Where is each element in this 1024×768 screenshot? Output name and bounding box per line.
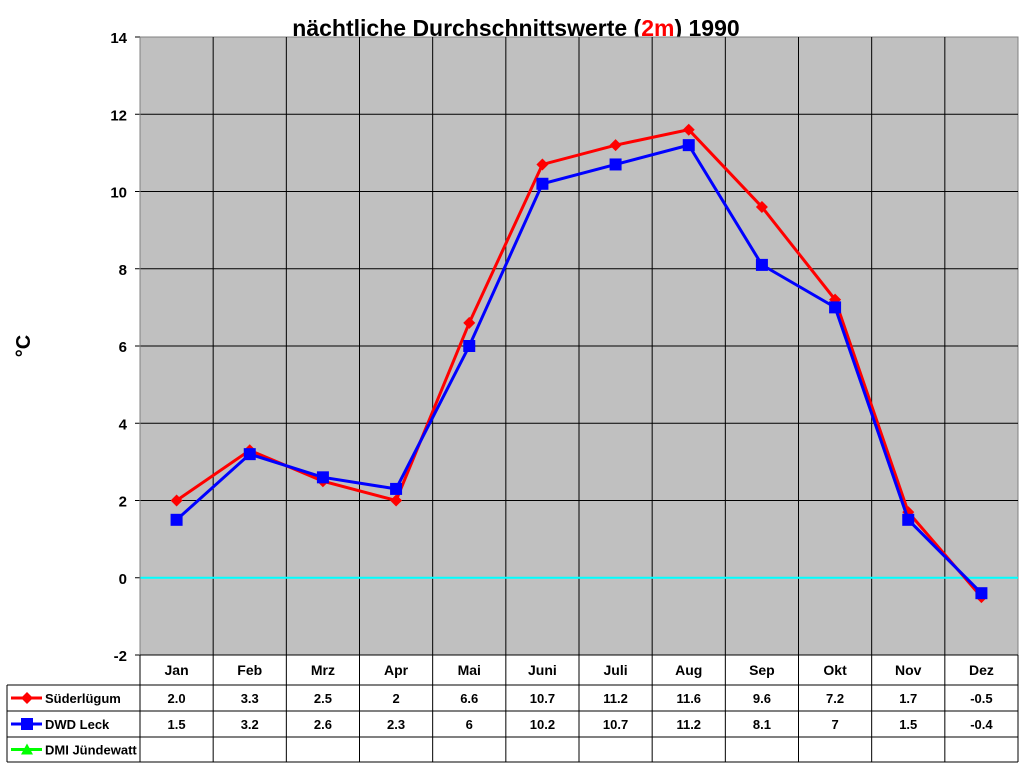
x-tick-label: Nov	[895, 662, 922, 678]
x-tick-label: Apr	[384, 662, 409, 678]
x-tick-label: Mai	[458, 662, 481, 678]
table-cell-value: 3.2	[241, 717, 259, 732]
legend-label: DWD Leck	[45, 717, 110, 732]
data-point	[390, 482, 403, 495]
x-tick-label: Sep	[749, 662, 775, 678]
data-point	[609, 139, 622, 152]
legend-label: Süderlügum	[45, 691, 121, 706]
data-point	[829, 301, 842, 314]
data-point	[682, 123, 695, 136]
data-point	[536, 158, 549, 171]
data-point	[170, 494, 183, 507]
table-cell-value: 1.7	[899, 691, 917, 706]
x-tick-label: Mrz	[311, 662, 335, 678]
series-line	[175, 128, 983, 599]
y-tick-label: 6	[119, 339, 127, 356]
data-point	[243, 448, 256, 461]
y-tick-label: 0	[119, 571, 127, 588]
legend-label: DMI Jündewatt	[45, 743, 137, 758]
table-cell-value: 9.6	[753, 691, 771, 706]
data-point	[755, 258, 768, 271]
table-cell-value: 10.7	[603, 717, 628, 732]
table-cell-value: 2	[392, 691, 399, 706]
table-cell-value: 11.6	[676, 691, 701, 706]
table-cell-value: 10.7	[530, 691, 555, 706]
data-point	[609, 158, 622, 171]
table-cell-value: 1.5	[168, 717, 186, 732]
table-cell-value: 7	[831, 717, 838, 732]
data-point	[975, 587, 988, 600]
x-tick-label: Juni	[528, 662, 557, 678]
y-tick-label: 10	[110, 185, 127, 202]
table-cell-value: 3.3	[241, 691, 259, 706]
table-cell-value: -0.4	[970, 717, 993, 732]
y-tick-label: 4	[119, 416, 128, 433]
table-cell-value: 2.0	[168, 691, 186, 706]
table-cell-value: -0.5	[970, 691, 992, 706]
table-cell-value: 11.2	[676, 717, 701, 732]
y-tick-label: 12	[110, 107, 127, 124]
legend-marker-square	[21, 718, 33, 730]
y-tick-label: 2	[119, 494, 127, 511]
data-point	[755, 200, 768, 213]
y-tick-label: -2	[114, 648, 127, 665]
legend-marker-diamond	[21, 692, 33, 704]
table-cell-value: 8.1	[753, 717, 771, 732]
data-point	[390, 494, 403, 507]
x-tick-label: Feb	[237, 662, 262, 678]
table-cell-value: 10.2	[530, 717, 555, 732]
table-cell-value: 2.3	[387, 717, 405, 732]
data-point	[682, 139, 695, 152]
table-cell-value: 2.6	[314, 717, 332, 732]
data-point	[316, 471, 329, 484]
x-tick-label: Jan	[165, 662, 189, 678]
y-tick-label: 8	[119, 262, 127, 279]
x-tick-label: Okt	[823, 662, 847, 678]
table-cell-value: 7.2	[826, 691, 844, 706]
table-cell-value: 11.2	[603, 691, 628, 706]
legend-marker-triangle	[21, 743, 33, 755]
data-point	[463, 340, 476, 352]
y-tick-label: 14	[110, 30, 127, 47]
table-cell-value: 6.6	[460, 691, 478, 706]
x-tick-label: Juli	[604, 662, 628, 678]
x-tick-label: Dez	[969, 662, 994, 678]
table-cell-value: 2.5	[314, 691, 332, 706]
data-point	[463, 316, 476, 329]
data-point	[902, 513, 915, 526]
y-axis-label: °C	[13, 335, 35, 357]
table-cell-value: 6	[466, 717, 473, 732]
x-tick-label: Aug	[675, 662, 702, 678]
table-cell-value: 1.5	[899, 717, 917, 732]
series-line	[175, 143, 983, 595]
data-point	[536, 177, 549, 190]
data-point	[170, 513, 183, 526]
